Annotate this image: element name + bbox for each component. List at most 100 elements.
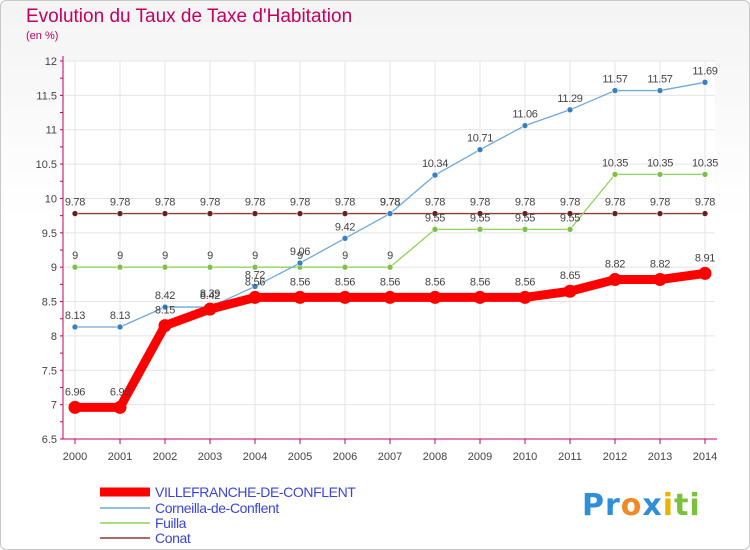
data-point — [656, 87, 664, 94]
data-label: 10.35 — [602, 157, 628, 169]
data-label: 8.13 — [110, 310, 130, 322]
data-label: 9.78 — [425, 197, 445, 209]
data-label: 9 — [387, 250, 393, 262]
data-point — [701, 210, 709, 217]
data-label: 9 — [117, 250, 123, 262]
data-label: 9.78 — [200, 197, 220, 209]
x-tick-label: 2008 — [423, 451, 447, 463]
data-point — [611, 210, 619, 217]
data-label: 9 — [207, 250, 213, 262]
x-tick-label: 2014 — [693, 451, 717, 463]
data-label: 9.78 — [515, 197, 535, 209]
data-label: 9.78 — [65, 197, 85, 209]
data-label: 9.55 — [515, 212, 535, 224]
x-tick-label: 2007 — [378, 451, 402, 463]
data-label: 9 — [162, 250, 168, 262]
data-label: 8.91 — [695, 252, 715, 264]
y-tick-label: 8 — [51, 331, 57, 343]
data-point — [611, 171, 619, 178]
data-label: 8.56 — [335, 276, 355, 288]
data-label: 11.06 — [512, 109, 537, 121]
data-point — [293, 290, 307, 304]
legend-label: Fuilla — [155, 515, 187, 531]
data-point — [71, 210, 79, 217]
data-label: 9.06 — [290, 246, 310, 258]
data-point — [431, 210, 439, 217]
data-label: 10.34 — [422, 158, 448, 170]
logo-letter: x — [642, 488, 663, 523]
data-point — [473, 290, 487, 304]
data-point — [158, 319, 172, 333]
data-point — [341, 235, 349, 242]
data-label: 8.13 — [65, 310, 85, 322]
data-label: 8.15 — [155, 305, 175, 317]
legend-label: VILLEFRANCHE-DE-CONFLENT — [155, 484, 356, 500]
data-label: 9.78 — [650, 197, 670, 209]
x-tick-label: 2004 — [243, 451, 267, 463]
data-point — [656, 171, 664, 178]
data-label: 8.42 — [155, 290, 175, 302]
data-label: 9.78 — [290, 197, 310, 209]
data-point — [476, 226, 484, 233]
x-tick-label: 2003 — [198, 451, 222, 463]
data-label: 9.78 — [605, 197, 625, 209]
data-label: 9.78 — [110, 197, 130, 209]
y-tick-label: 11.5 — [36, 90, 57, 102]
data-point — [251, 283, 259, 290]
data-label: 11.69 — [692, 65, 717, 77]
data-label: 8.72 — [245, 269, 265, 281]
data-label: 9.78 — [380, 197, 400, 209]
data-point — [251, 210, 259, 217]
data-point — [611, 87, 619, 94]
data-point — [68, 400, 82, 414]
data-label: 9.55 — [560, 212, 580, 224]
x-tick-label: 2012 — [603, 451, 627, 463]
data-point — [203, 302, 217, 316]
y-tick-label: 12 — [45, 56, 57, 68]
logo-letter: o — [620, 488, 643, 523]
y-tick-label: 7 — [51, 400, 57, 412]
data-label: 9.78 — [245, 197, 265, 209]
data-point — [338, 290, 352, 304]
data-point — [521, 122, 529, 129]
data-point — [476, 210, 484, 217]
proxiti-logo: Proxiti — [582, 488, 701, 523]
data-point — [431, 171, 439, 179]
data-point — [608, 273, 622, 287]
x-tick-label: 2000 — [63, 451, 87, 463]
data-label: 8.65 — [560, 270, 580, 282]
data-point — [521, 210, 529, 217]
data-label: 10.35 — [647, 157, 673, 169]
data-point — [161, 210, 169, 217]
unit-label: (en %) — [26, 30, 59, 42]
y-tick-label: 7.5 — [42, 365, 57, 377]
y-tick-label: 9 — [51, 262, 57, 274]
data-label: 9.78 — [155, 197, 175, 209]
data-label: 9.78 — [470, 197, 490, 209]
logo-letter: i — [662, 488, 675, 523]
data-label: 8.56 — [380, 276, 400, 288]
x-tick-label: 2010 — [513, 451, 537, 463]
data-label: 6.96 — [65, 386, 85, 398]
data-label: 9.78 — [380, 197, 400, 209]
data-label: 8.56 — [245, 276, 265, 288]
data-point — [518, 290, 532, 304]
data-point — [113, 400, 127, 414]
data-label: 10.71 — [467, 133, 493, 145]
data-point — [653, 273, 667, 287]
logo-letter: ti — [674, 488, 701, 523]
x-tick-label: 2013 — [648, 451, 672, 463]
data-point — [116, 323, 124, 331]
x-tick-label: 2006 — [333, 451, 357, 463]
x-tick-label: 2011 — [558, 451, 582, 463]
y-tick-label: 9.5 — [42, 228, 57, 240]
data-point — [428, 290, 442, 304]
data-point — [161, 303, 169, 311]
data-point — [701, 171, 709, 178]
x-tick-label: 2001 — [108, 451, 132, 463]
data-point — [386, 210, 394, 217]
data-label: 8.56 — [515, 276, 535, 288]
data-point — [296, 259, 304, 267]
data-point — [71, 263, 79, 271]
